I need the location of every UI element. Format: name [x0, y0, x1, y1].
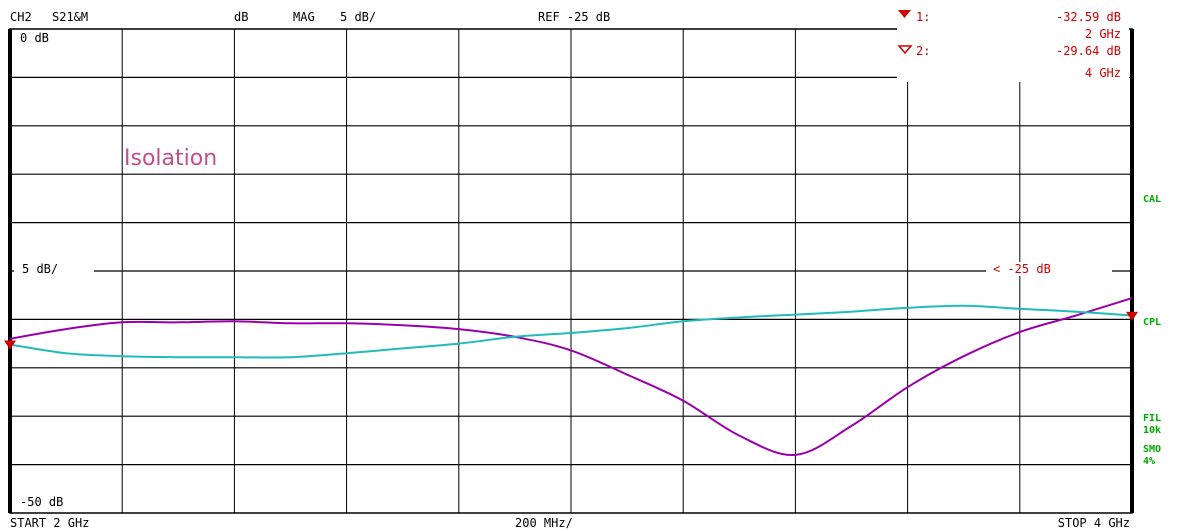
top-label-bg — [14, 30, 58, 45]
stop-label: STOP 4 GHz — [1058, 516, 1130, 530]
marker-2-icon — [897, 45, 913, 55]
trace-line-1 — [9, 297, 1133, 456]
span-label: 200 MHz/ — [515, 516, 573, 530]
fil-value: 10k — [1143, 425, 1161, 436]
fil-label: FIL — [1143, 413, 1161, 424]
ref-marker-label: < -25 dB — [993, 262, 1051, 276]
ref-marker-bg — [986, 262, 1112, 276]
bottom-label-bg — [14, 495, 109, 511]
marker-1-icon — [898, 10, 911, 18]
mid-axis-label: 5 dB/ — [22, 262, 58, 276]
smo-value: 4% — [1143, 456, 1155, 467]
parameter-label: S21&M — [52, 10, 88, 24]
smo-label: SMO — [1143, 444, 1161, 455]
start-label: START 2 GHz — [10, 516, 89, 530]
marker-1-label: 1: — [916, 10, 930, 24]
scale-label: 5 dB/ — [340, 10, 376, 24]
channel-label: CH2 — [10, 10, 32, 24]
top-axis-label: 0 dB — [20, 31, 49, 45]
trace-marker-1 — [4, 340, 16, 350]
marker-1-freq: 2 GHz — [1085, 27, 1121, 41]
marker-1-value: -32.59 dB — [1056, 10, 1121, 24]
cpl-label: CPL — [1143, 317, 1161, 328]
trace-line-2 — [9, 304, 1133, 359]
unit-label: dB — [234, 10, 248, 24]
marker-readout-box — [897, 0, 1129, 82]
marker-2-value: -29.64 dB — [1056, 44, 1121, 58]
mid-label-bg — [14, 262, 94, 276]
isolation-annotation: Isolation — [124, 146, 217, 171]
marker-2-label: 2: — [916, 44, 930, 58]
reference-label: REF -25 dB — [538, 10, 610, 24]
bottom-axis-label: -50 dB — [20, 495, 63, 509]
format-label: MAG — [293, 10, 315, 24]
marker-2-freq: 4 GHz — [1085, 66, 1121, 80]
trace-marker-2 — [1126, 311, 1138, 321]
grid — [8, 28, 1134, 514]
traces — [4, 297, 1138, 456]
cal-label: CAL — [1143, 194, 1161, 205]
